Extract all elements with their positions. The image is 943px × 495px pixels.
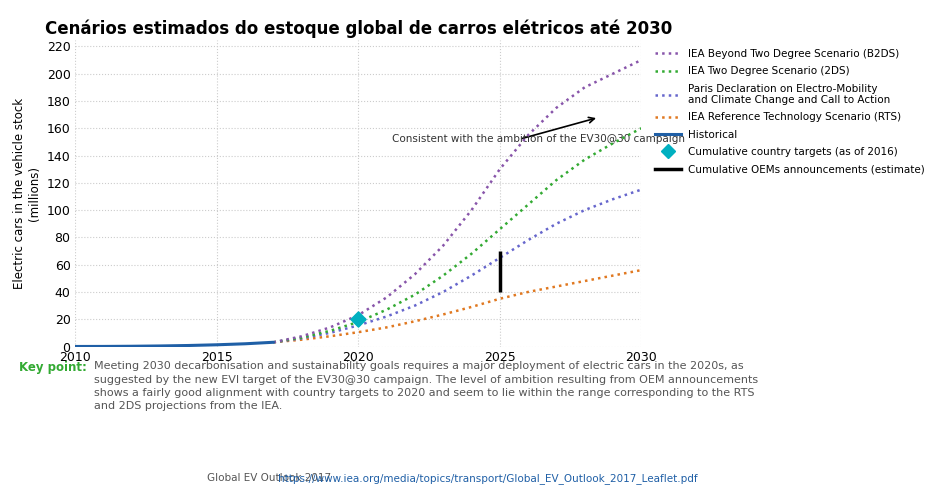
Point — [351, 315, 366, 323]
Text: Meeting 2030 decarbonisation and sustainability goals requires a major deploymen: Meeting 2030 decarbonisation and sustain… — [94, 361, 758, 411]
Text: Cenários estimados do estoque global de carros elétricos até 2030: Cenários estimados do estoque global de … — [44, 20, 672, 38]
Text: Consistent with the ambition of the EV30@30 campaign: Consistent with the ambition of the EV30… — [392, 134, 686, 144]
Legend: IEA Beyond Two Degree Scenario (B2DS), IEA Two Degree Scenario (2DS), Paris Decl: IEA Beyond Two Degree Scenario (B2DS), I… — [652, 45, 929, 179]
Text: https://www.iea.org/media/topics/transport/Global_EV_Outlook_2017_Leaflet.pdf: https://www.iea.org/media/topics/transpo… — [278, 473, 698, 484]
Text: Global EV Outlook 2017: Global EV Outlook 2017 — [207, 473, 335, 483]
Y-axis label: Electric cars in the vehicle stock
(millions): Electric cars in the vehicle stock (mill… — [13, 98, 41, 289]
Text: Key point:: Key point: — [19, 361, 87, 374]
